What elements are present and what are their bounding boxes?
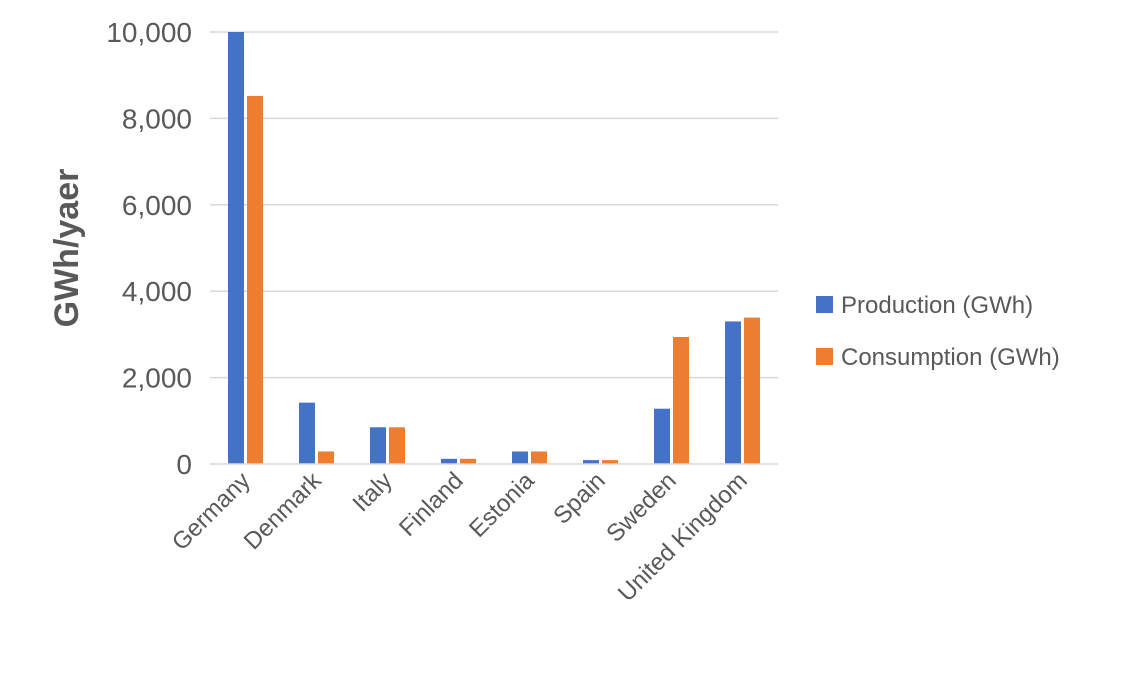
x-category-label: Estonia [464,467,540,543]
bar-consumption-estonia [531,451,547,464]
bar-production-finland [441,458,457,464]
bar-production-estonia [512,451,528,464]
y-tick-label: 10,000 [106,17,192,48]
bar-production-italy [370,427,386,464]
legend-swatch [816,348,833,365]
bar-production-sweden [654,408,670,464]
bar-production-united-kingdom [725,321,741,464]
y-tick-label: 6,000 [122,190,192,221]
bars [228,32,760,464]
bar-production-denmark [299,402,315,464]
y-tick-label: 0 [176,449,192,480]
x-category-label: Denmark [239,466,328,555]
x-category-label: Spain [548,467,611,530]
gridlines [210,31,778,379]
y-axis-ticks: 0 2,000 4,000 6,000 8,000 10,000 [106,17,192,480]
y-axis-title: GWh/yaer [48,169,86,328]
x-category-label: Italy [348,467,398,517]
x-category-label: Finland [394,467,469,542]
bar-consumption-italy [389,427,405,464]
legend-label: Consumption (GWh) [841,344,1060,371]
y-tick-label: 8,000 [122,103,192,134]
bar-production-spain [583,460,599,464]
bar-consumption-united-kingdom [744,317,760,464]
bar-consumption-finland [460,458,476,464]
bar-consumption-spain [602,460,618,464]
legend-label: Production (GWh) [841,292,1033,319]
bar-consumption-sweden [673,336,689,464]
bar-production-germany [228,32,244,464]
bar-consumption-denmark [318,451,334,464]
y-tick-label: 2,000 [122,363,192,394]
x-category-label: United Kingdom [613,467,753,607]
x-category-label: Germany [167,467,256,556]
legend-swatch [816,296,833,313]
legend: Production (GWh) Consumption (GWh) [816,292,1060,371]
bar-consumption-germany [247,95,263,464]
y-tick-label: 4,000 [122,276,192,307]
